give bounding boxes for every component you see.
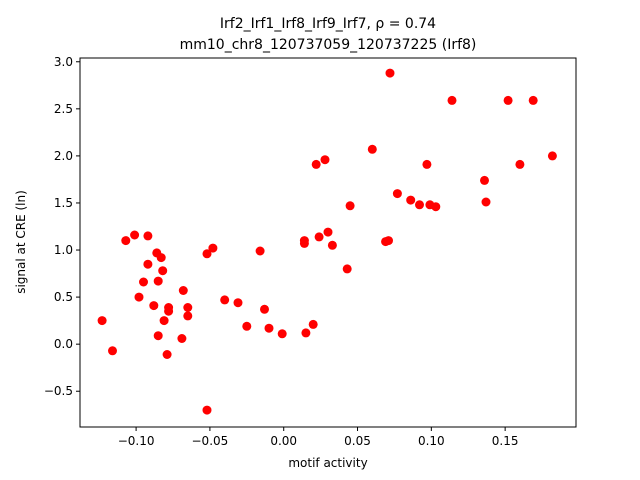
- data-point-54: [480, 175, 489, 185]
- chart-subtitle: mm10_chr8_120737059_120737225 (Irf8): [180, 37, 477, 53]
- data-point-43: [367, 144, 377, 154]
- data-point-12: [156, 253, 166, 263]
- data-point-39: [323, 227, 333, 237]
- data-point-23: [202, 405, 212, 415]
- data-point-5: [139, 277, 148, 287]
- data-point-25: [220, 295, 230, 305]
- data-point-6: [143, 231, 153, 241]
- data-point-40: [327, 240, 337, 250]
- data-point-30: [264, 323, 274, 333]
- data-point-29: [260, 304, 269, 314]
- data-point-26: [233, 298, 243, 308]
- data-point-21: [183, 311, 193, 321]
- y-tick-label: 2.0: [54, 149, 73, 163]
- x-axis-ticks: −0.10 −0.05 0.00 0.05 0.10 0.15: [118, 427, 519, 448]
- data-point-56: [503, 95, 513, 105]
- data-point-7: [143, 259, 153, 269]
- data-point-53: [447, 95, 457, 105]
- y-axis-ticks: −0.5 0.0 0.5 1.0 1.5 2.0 2.5 3.0: [44, 55, 80, 398]
- data-point-38: [320, 155, 330, 165]
- data-point-50: [422, 159, 432, 169]
- data-point-3: [130, 230, 140, 240]
- data-point-19: [178, 286, 188, 295]
- y-tick-label: 3.0: [54, 55, 73, 69]
- x-tick-label: 0.15: [492, 434, 519, 448]
- data-point-31: [277, 329, 287, 339]
- plot-area-frame: [79, 57, 577, 428]
- data-point-52: [431, 202, 441, 212]
- data-point-46: [385, 68, 395, 78]
- data-point-36: [311, 159, 321, 169]
- data-point-4: [134, 292, 144, 302]
- data-point-10: [153, 276, 163, 286]
- x-axis-label: motif activity: [288, 456, 367, 470]
- x-tick-label: 0.05: [344, 434, 371, 448]
- data-point-15: [162, 350, 172, 359]
- data-points: [97, 68, 557, 415]
- data-point-58: [528, 95, 538, 105]
- data-point-37: [314, 232, 324, 242]
- y-tick-label: 1.0: [54, 243, 73, 257]
- data-point-59: [547, 151, 557, 161]
- x-tick-label: −0.05: [192, 434, 229, 448]
- data-point-49: [415, 200, 424, 210]
- data-point-1: [108, 346, 117, 356]
- x-tick-label: 0.10: [418, 434, 445, 448]
- data-point-2: [121, 236, 131, 246]
- chart-title: Irf2_Irf1_Irf8_Irf9_Irf7, ρ = 0.74: [220, 16, 436, 32]
- data-point-22: [202, 249, 212, 259]
- data-point-28: [255, 246, 265, 256]
- data-point-35: [308, 319, 318, 329]
- data-point-17: [164, 303, 174, 312]
- data-point-41: [342, 264, 352, 274]
- data-point-47: [392, 189, 402, 199]
- x-tick-label: −0.10: [118, 434, 155, 448]
- data-point-11: [153, 331, 163, 341]
- y-tick-label: 0.0: [54, 337, 73, 351]
- data-point-8: [149, 301, 159, 311]
- y-tick-label: 0.5: [54, 290, 73, 304]
- data-point-33: [299, 236, 309, 246]
- data-point-27: [242, 321, 252, 331]
- data-point-34: [301, 328, 311, 338]
- data-point-57: [515, 159, 525, 169]
- data-point-42: [345, 201, 355, 211]
- data-point-45: [384, 236, 393, 246]
- data-point-20: [183, 303, 193, 312]
- data-point-14: [159, 316, 169, 326]
- y-tick-label: −0.5: [44, 384, 73, 398]
- x-tick-label: 0.00: [270, 434, 297, 448]
- data-point-24: [208, 243, 218, 253]
- data-point-55: [481, 197, 491, 207]
- data-point-18: [177, 334, 187, 343]
- data-point-48: [406, 195, 416, 205]
- data-point-13: [158, 266, 168, 276]
- y-tick-label: 2.5: [54, 102, 73, 116]
- data-point-0: [97, 316, 107, 326]
- y-axis-label: signal at CRE (ln): [14, 190, 28, 294]
- y-tick-label: 1.5: [54, 196, 73, 210]
